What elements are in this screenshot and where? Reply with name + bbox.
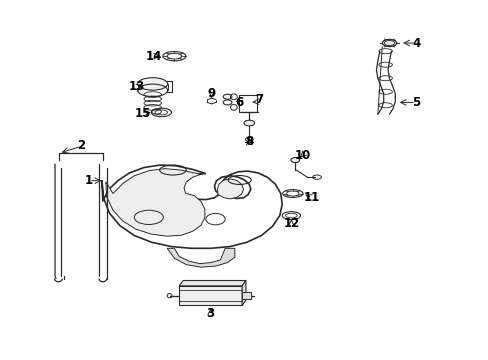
Text: 3: 3 (206, 307, 214, 320)
Ellipse shape (244, 120, 254, 126)
Polygon shape (102, 165, 282, 248)
Text: 13: 13 (129, 80, 145, 93)
Ellipse shape (290, 158, 299, 163)
Text: 11: 11 (304, 191, 320, 204)
Polygon shape (105, 168, 204, 236)
Text: 8: 8 (244, 135, 253, 148)
Polygon shape (242, 280, 245, 305)
Text: 1: 1 (84, 174, 93, 187)
Bar (179, 286, 242, 305)
Polygon shape (167, 248, 234, 267)
Polygon shape (179, 280, 245, 286)
Ellipse shape (382, 40, 396, 46)
Text: 14: 14 (145, 50, 162, 63)
Ellipse shape (138, 78, 167, 90)
Bar (238, 95, 257, 112)
Polygon shape (217, 179, 243, 199)
Text: 9: 9 (207, 87, 215, 100)
Text: 2: 2 (78, 139, 85, 152)
Text: 6: 6 (235, 96, 244, 109)
Bar (242, 292, 250, 299)
Text: 7: 7 (254, 93, 263, 106)
Text: 5: 5 (411, 96, 419, 109)
Text: 10: 10 (294, 149, 310, 162)
Text: 15: 15 (135, 107, 151, 120)
Text: 4: 4 (411, 36, 419, 50)
Text: 12: 12 (283, 217, 299, 230)
